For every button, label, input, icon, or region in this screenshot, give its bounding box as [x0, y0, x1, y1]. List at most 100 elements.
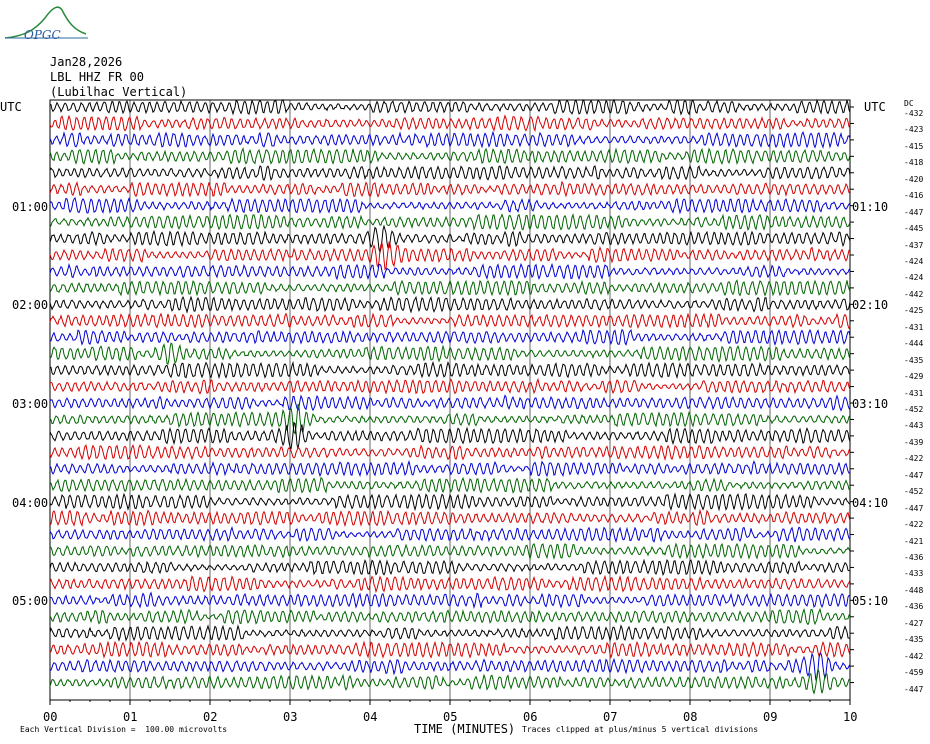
left-time-label: 05:00: [12, 594, 49, 609]
clip-note: Traces clipped at plus/minus 5 vertical …: [522, 725, 759, 734]
dc-offset-label: -452: [904, 405, 924, 414]
dc-offset-label: -436: [904, 602, 924, 612]
trace-line-31: [49, 607, 851, 626]
trace-line-28: [49, 558, 851, 577]
dc-offset-label: -447: [904, 684, 924, 694]
opgc-logo: [4, 6, 88, 39]
utc-label-left: UTC: [0, 100, 22, 114]
trace-line-21: [49, 443, 851, 461]
dc-offset-label: -422: [904, 454, 924, 464]
dc-offset-label: -442: [904, 651, 924, 661]
dc-offset-label: -424: [904, 273, 924, 283]
trace-line-11: [49, 279, 851, 297]
dc-offset-label: -445: [904, 224, 924, 234]
dc-offset-label: -437: [904, 240, 924, 250]
x-tick-label: 04: [363, 710, 378, 724]
x-tick-label: 03: [283, 710, 298, 724]
trace-line-18: [49, 394, 851, 412]
utc-label-right: UTC: [864, 100, 886, 114]
dc-offset-label: -432: [904, 109, 924, 118]
trace-line-3: [49, 147, 851, 166]
trace-line-19: [49, 403, 851, 435]
left-time-label: 04:00: [12, 495, 49, 510]
trace-line-9: [49, 241, 851, 271]
x-tick-label: 01: [123, 710, 138, 724]
trace-line-0: [49, 98, 851, 116]
dc-offset-label: -443: [904, 421, 924, 431]
trace-line-8: [49, 224, 851, 254]
dc-label: DC: [904, 99, 914, 108]
trace-line-17: [49, 377, 851, 395]
trace-line-34: [49, 652, 851, 681]
x-tick-label: 06: [523, 710, 538, 724]
dc-offset-label: -448: [904, 585, 924, 595]
trace-line-23: [49, 476, 851, 494]
dc-offset-label: -421: [904, 536, 924, 546]
trace-line-13: [49, 312, 851, 330]
dc-offset-label: -442: [904, 289, 924, 299]
left-time-label: 02:00: [12, 298, 49, 313]
dc-offset-label: -447: [904, 470, 924, 480]
left-time-label: 03:00: [12, 397, 49, 411]
trace-line-2: [49, 130, 851, 149]
logo-curve: [4, 6, 87, 39]
right-time-label: 05:10: [852, 594, 889, 609]
trace-line-16: [49, 360, 851, 380]
trace-line-6: [49, 196, 851, 215]
logo-text: OPGC: [24, 28, 61, 42]
trace-line-30: [49, 591, 851, 610]
dc-offset-label: -447: [904, 503, 924, 513]
dc-offset-label: -423: [904, 125, 924, 135]
x-tick-label: 02: [203, 710, 218, 724]
dc-offset-label: -425: [904, 306, 924, 316]
x-tick-label: 08: [683, 710, 698, 724]
dc-offset-label: -416: [904, 191, 924, 201]
dc-offset-label: -431: [904, 322, 924, 332]
dc-offset-label: -429: [904, 372, 924, 382]
trace-line-10: [49, 262, 851, 281]
dc-offset-label: -420: [904, 174, 924, 184]
dc-offset-label: -415: [904, 141, 924, 151]
x-tick-label: 09: [763, 710, 778, 724]
trace-line-25: [49, 508, 851, 528]
trace-line-26: [49, 526, 851, 544]
station-code: LBL HHZ FR 00: [50, 70, 144, 84]
trace-line-4: [49, 164, 851, 182]
trace-line-33: [49, 640, 851, 659]
trace-line-20: [49, 421, 851, 450]
x-tick-label: 10: [843, 710, 858, 724]
x-axis-label: TIME (MINUTES): [414, 722, 516, 736]
dc-offset-label: -435: [904, 635, 924, 645]
dc-offset-label: -459: [904, 668, 924, 678]
dc-offset-label: -433: [904, 569, 924, 579]
dc-offset-label: -424: [904, 257, 924, 266]
x-tick-label: 07: [603, 710, 618, 724]
plot-date: Jan28,2026: [50, 55, 123, 69]
dc-offset-label: -439: [904, 437, 924, 447]
right-time-label: 01:10: [852, 199, 889, 214]
dc-offset-label: -436: [904, 553, 924, 562]
trace-line-32: [49, 624, 851, 643]
trace-line-1: [49, 114, 851, 133]
trace-line-5: [49, 180, 851, 198]
dc-offset-label: -427: [904, 618, 924, 628]
trace-line-27: [49, 542, 851, 561]
dc-offset-label: -452: [904, 487, 924, 497]
dc-offset-label: -435: [904, 355, 924, 365]
scale-note: Each Vertical Division = 100.00 microvol…: [20, 725, 228, 734]
right-time-label: 03:10: [852, 397, 889, 411]
trace-line-14: [49, 328, 851, 346]
left-time-label: 01:00: [12, 199, 49, 214]
right-time-label: 02:10: [852, 298, 889, 313]
trace-line-12: [49, 295, 851, 314]
trace-line-35: [49, 668, 850, 695]
trace-line-24: [49, 492, 851, 512]
dc-offset-label: -444: [904, 339, 924, 349]
station-location: (Lubilhac Vertical): [50, 85, 188, 99]
trace-line-7: [49, 212, 851, 232]
right-time-label: 04:10: [852, 495, 889, 510]
dc-offset-label: -431: [904, 388, 924, 398]
dc-offset-label: -447: [904, 207, 924, 217]
trace-line-29: [49, 574, 851, 594]
